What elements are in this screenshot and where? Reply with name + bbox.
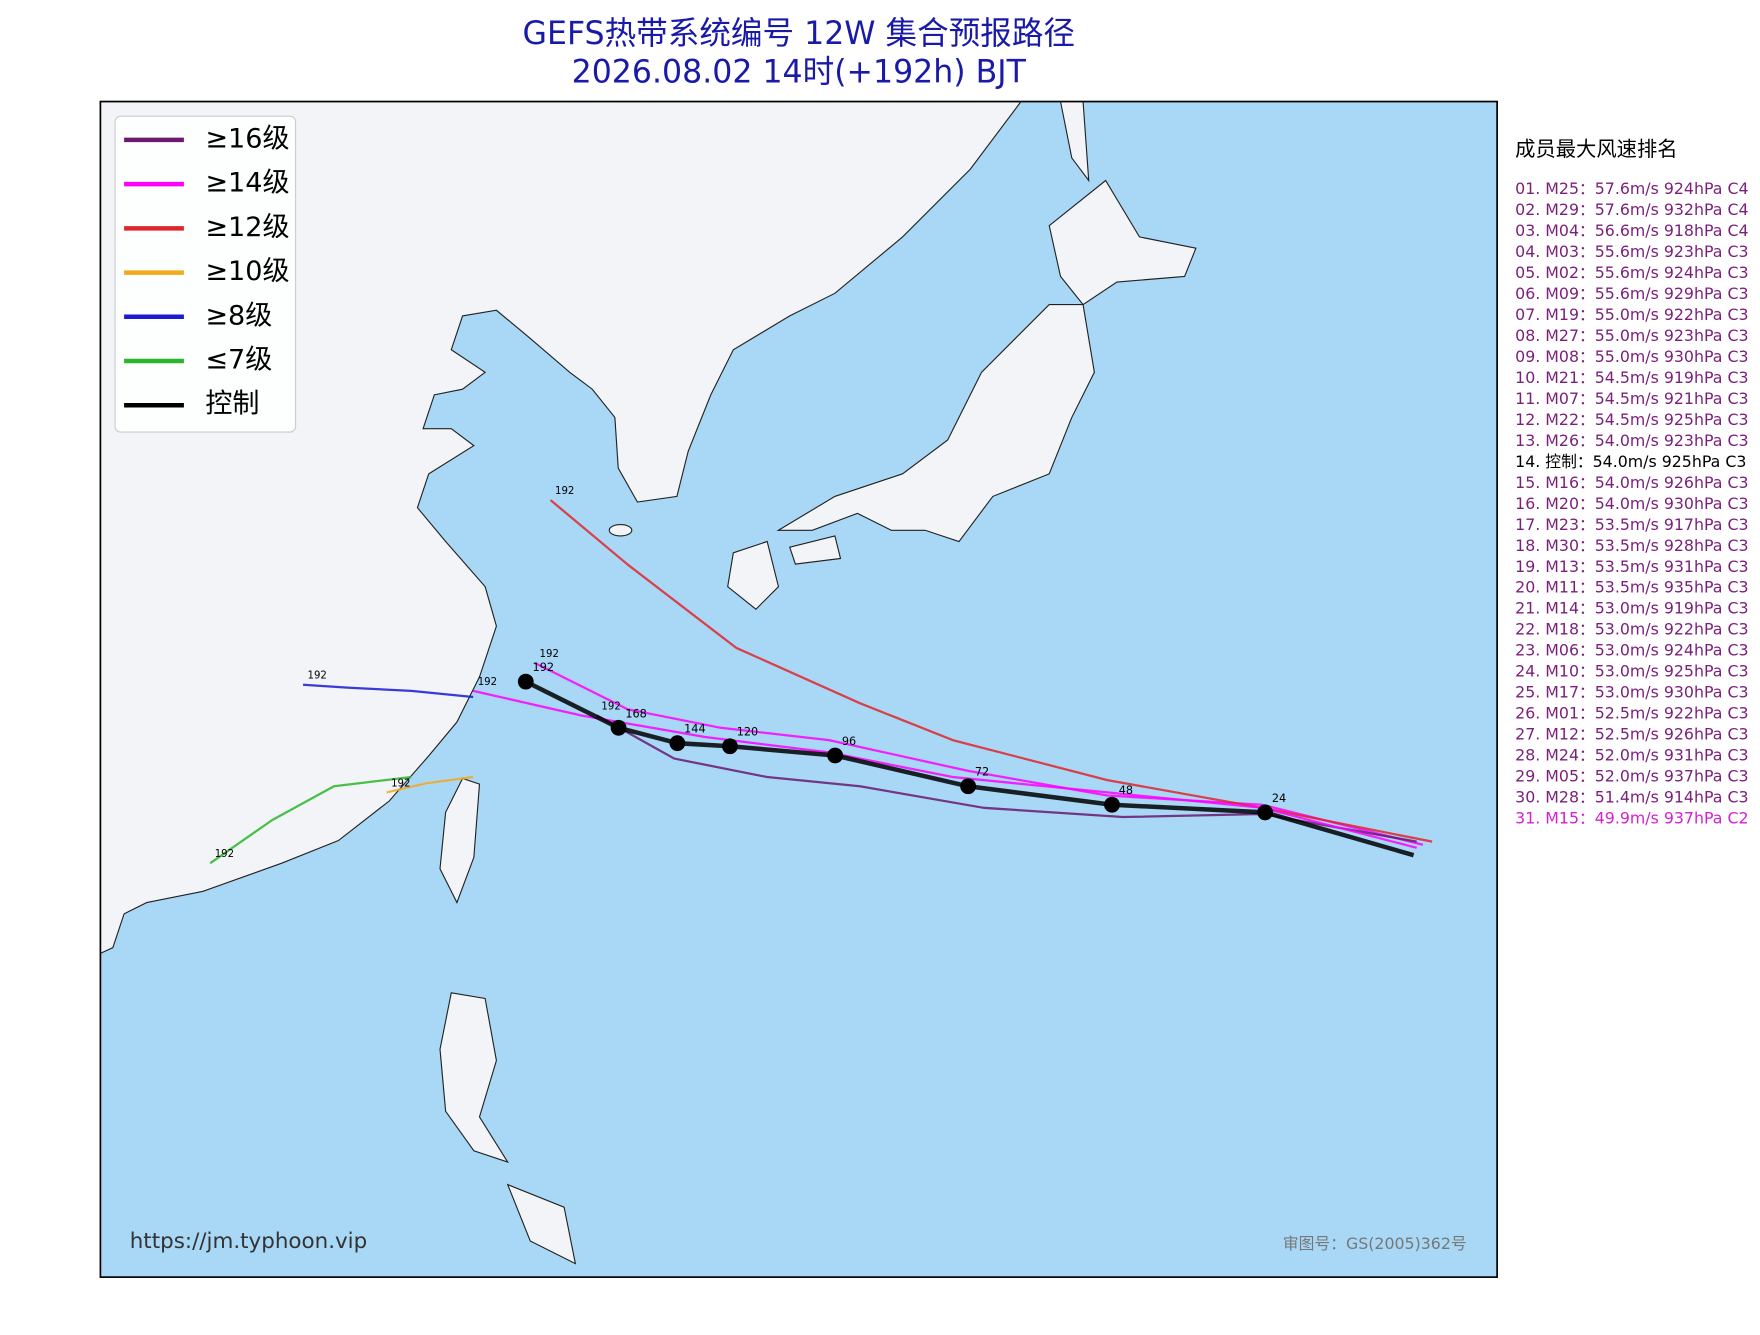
ranking-item: 21. M14：53.0m/s 919hPa C3 <box>1515 599 1748 618</box>
title: GEFS热带系统编号 12W 集合预报路径 <box>523 16 1076 52</box>
ranking-item: 25. M17：53.0m/s 930hPa C3 <box>1515 683 1748 702</box>
ranking-item: 09. M08：55.0m/s 930hPa C3 <box>1515 347 1748 366</box>
ranking-item: 05. M02：55.6m/s 924hPa C3 <box>1515 263 1748 282</box>
ranking-item: 07. M19：55.0m/s 922hPa C3 <box>1515 305 1748 324</box>
legend-label: ≤7级 <box>205 345 272 376</box>
ranking-item: 23. M06：53.0m/s 924hPa C3 <box>1515 641 1748 660</box>
ranking-item: 10. M21：54.5m/s 919hPa C3 <box>1515 368 1748 387</box>
end-hour-label: 192 <box>555 486 574 497</box>
hour-label: 120 <box>737 726 759 739</box>
end-hour-label: 192 <box>478 677 497 688</box>
ranking-list: 01. M25：57.6m/s 924hPa C4 02. M29：57.6m/s… <box>1515 179 1748 828</box>
end-hour-label: 192 <box>601 701 620 712</box>
ranking-item: 12. M22：54.5m/s 925hPa C3 <box>1515 410 1748 429</box>
ranking-item: 24. M10：53.0m/s 925hPa C3 <box>1515 662 1748 681</box>
kyushu <box>727 540 780 610</box>
hour-label: 24 <box>1272 792 1286 805</box>
control-point <box>517 673 534 690</box>
map-root: GEFS热带系统编号 12W 集合预报路径 2026.08.02 14时(+19… <box>99 16 1749 1278</box>
ranking-item: 22. M18：53.0m/s 922hPa C3 <box>1515 620 1748 639</box>
legend-label: ≥10级 <box>205 256 289 287</box>
honshu <box>776 304 1095 543</box>
ranking-item: 04. M03：55.6m/s 923hPa C3 <box>1515 242 1748 261</box>
ranking-item: 31. M15：49.9m/s 937hPa C2 <box>1515 809 1748 828</box>
shikoku <box>789 535 842 565</box>
member-track <box>209 775 412 865</box>
ranking-item: 28. M24：52.0m/s 931hPa C3 <box>1515 746 1748 765</box>
member-track <box>386 775 474 794</box>
approval: 审图号：GS(2005)362号 <box>1283 1234 1467 1253</box>
ranking-item: 26. M01：52.5m/s 922hPa C3 <box>1515 704 1748 723</box>
hour-label: 144 <box>684 723 706 736</box>
hour-label: 192 <box>533 661 555 674</box>
ranking-item: 01. M25：57.6m/s 924hPa C4 <box>1515 179 1748 198</box>
visayas <box>506 1183 577 1265</box>
subtitle: 2026.08.02 14时(+192h) BJT <box>572 54 1027 90</box>
end-hour-label: 192 <box>308 671 327 682</box>
hokkaido <box>1048 179 1197 306</box>
end-hour-label: 192 <box>540 649 559 660</box>
legend-label: 控制 <box>205 389 259 420</box>
control-point <box>1257 804 1274 821</box>
end-hour-label: 192 <box>391 778 410 789</box>
control-point <box>610 719 627 736</box>
control-point <box>722 738 738 755</box>
control-point <box>827 747 844 764</box>
end-hour-label: 192 <box>215 849 234 860</box>
ranking-title: 成员最大风速排名 <box>1515 137 1677 161</box>
member-track <box>549 499 1433 843</box>
legend-label: ≥8级 <box>205 300 272 331</box>
ranking-item: 27. M12：52.5m/s 926hPa C3 <box>1515 725 1748 744</box>
ranking-item: 08. M27：55.0m/s 923hPa C3 <box>1515 326 1748 345</box>
ranking-item: 03. M04：56.6m/s 918hPa C4 <box>1515 221 1748 240</box>
ranking-item: 06. M09：55.6m/s 929hPa C3 <box>1515 284 1748 303</box>
control-point <box>1104 796 1120 813</box>
ranking-item: 17. M23：53.5m/s 917hPa C3 <box>1515 515 1748 534</box>
member-track <box>302 683 474 699</box>
control-point <box>960 778 977 795</box>
mainland <box>100 101 1022 954</box>
ranking-item: 02. M29：57.6m/s 932hPa C4 <box>1515 200 1748 219</box>
ranking-item: 19. M13：53.5m/s 931hPa C3 <box>1515 557 1748 576</box>
url: https://jm.typhoon.vip <box>130 1229 368 1254</box>
frame <box>99 100 1498 1278</box>
ranking-item: 16. M20：54.0m/s 930hPa C3 <box>1515 494 1748 513</box>
ranking-item: 14. 控制：54.0m/s 925hPa C3 <box>1515 452 1746 471</box>
member-track <box>596 714 1417 843</box>
control-point <box>669 735 686 752</box>
hour-label: 96 <box>842 735 856 748</box>
taiwan <box>439 777 481 904</box>
legend-label: ≥16级 <box>205 123 289 154</box>
ranking-item: 11. M07：54.5m/s 921hPa C3 <box>1515 389 1748 408</box>
ranking-item: 30. M28：51.4m/s 914hPa C3 <box>1515 788 1748 807</box>
hour-label: 48 <box>1119 784 1133 797</box>
ranking-item: 13. M26：54.0m/s 923hPa C3 <box>1515 431 1748 450</box>
land-group <box>100 101 1197 1265</box>
ranking-item: 29. M05：52.0m/s 937hPa C3 <box>1515 767 1748 786</box>
legend-label: ≥14级 <box>205 168 289 199</box>
jeju <box>608 524 633 537</box>
ranking-item: 15. M16：54.0m/s 926hPa C3 <box>1515 473 1748 492</box>
legend-box <box>114 115 297 433</box>
legend-label: ≥12级 <box>205 212 289 243</box>
ranking-item: 18. M30：53.5m/s 928hPa C3 <box>1515 536 1748 555</box>
tracks-group: 1921921921921921921922448729612014416819… <box>209 486 1433 865</box>
sakhalin <box>1059 101 1090 183</box>
hour-label: 72 <box>975 766 989 779</box>
hour-label: 168 <box>625 707 647 720</box>
luzon <box>439 992 509 1164</box>
ranking-item: 20. M11：53.5m/s 935hPa C3 <box>1515 578 1748 597</box>
